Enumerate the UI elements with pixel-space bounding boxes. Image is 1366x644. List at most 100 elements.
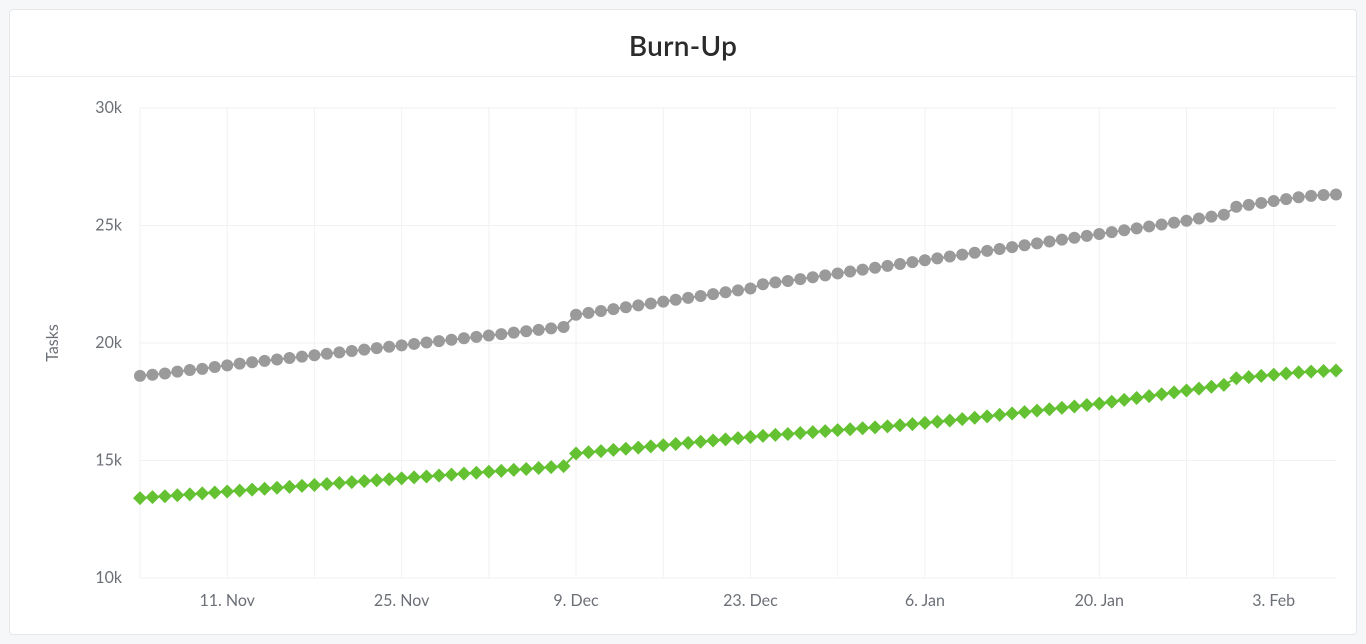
series-marker-done (843, 422, 857, 436)
series-marker-total (333, 346, 345, 358)
x-tick-label: 11. Nov (199, 591, 255, 610)
series-marker-done (283, 480, 297, 494)
series-marker-total (1193, 212, 1205, 224)
series-marker-done (395, 471, 409, 485)
series-marker-total (246, 356, 258, 368)
series-marker-done (918, 416, 932, 430)
series-marker-done (519, 462, 533, 476)
series-marker-total (1031, 237, 1043, 249)
series-marker-total (919, 254, 931, 266)
series-marker-done (1155, 387, 1169, 401)
series-marker-done (133, 491, 147, 505)
series-marker-done (407, 470, 421, 484)
series-marker-done (170, 488, 184, 502)
chart-card: Burn-Up 10k15k20k25k30k11. Nov25. Nov9. … (9, 9, 1357, 635)
series-marker-total (994, 243, 1006, 255)
series-marker-total (470, 331, 482, 343)
series-marker-total (383, 341, 395, 353)
series-marker-done (1055, 401, 1069, 415)
series-marker-done (469, 466, 483, 480)
series-marker-done (1229, 371, 1243, 385)
series-marker-done (681, 436, 695, 450)
series-marker-total (1056, 234, 1068, 246)
y-tick-label: 20k (95, 333, 123, 352)
series-marker-total (1305, 190, 1317, 202)
series-marker-done (756, 429, 770, 443)
y-tick-label: 15k (95, 451, 123, 470)
series-marker-total (433, 335, 445, 347)
series-marker-done (968, 411, 982, 425)
series-marker-total (769, 276, 781, 288)
series-marker-total (458, 332, 470, 344)
series-marker-done (905, 417, 919, 431)
series-marker-done (320, 477, 334, 491)
series-marker-total (1068, 232, 1080, 244)
series-marker-done (1042, 402, 1056, 416)
series-marker-done (1304, 365, 1318, 379)
series-marker-done (731, 431, 745, 445)
series-marker-total (159, 368, 171, 380)
series-marker-total (545, 322, 557, 334)
series-marker-total (1006, 241, 1018, 253)
series-marker-done (868, 420, 882, 434)
series-marker-done (1267, 368, 1281, 382)
chart-title: Burn-Up (10, 10, 1356, 76)
series-marker-total (670, 294, 682, 306)
series-marker-total (682, 292, 694, 304)
series-marker-total (1106, 226, 1118, 238)
series-marker-done (544, 460, 558, 474)
series-marker-done (1329, 363, 1343, 377)
series-marker-total (794, 273, 806, 285)
series-marker-done (1130, 391, 1144, 405)
series-marker-done (656, 438, 670, 452)
series-marker-done (1242, 370, 1256, 384)
series-marker-total (844, 266, 856, 278)
x-tick-label: 9. Dec (553, 591, 599, 610)
series-marker-total (981, 245, 993, 257)
series-marker-done (694, 435, 708, 449)
series-marker-done (494, 464, 508, 478)
series-marker-total (1293, 191, 1305, 203)
series-marker-done (856, 421, 870, 435)
series-marker-total (1168, 217, 1180, 229)
series-marker-done (1317, 364, 1331, 378)
series-marker-total (931, 252, 943, 264)
series-marker-done (432, 469, 446, 483)
x-tick-label: 20. Jan (1075, 591, 1124, 610)
series-marker-total (558, 321, 570, 333)
series-marker-total (259, 355, 271, 367)
series-marker-total (1019, 239, 1031, 251)
series-marker-total (595, 305, 607, 317)
series-marker-done (606, 443, 620, 457)
series-marker-total (1318, 189, 1330, 201)
series-marker-total (732, 284, 744, 296)
series-marker-total (894, 258, 906, 270)
series-marker-total (234, 358, 246, 370)
series-marker-done (980, 409, 994, 423)
series-marker-total (371, 342, 383, 354)
series-marker-total (707, 288, 719, 300)
series-marker-done (1279, 367, 1293, 381)
series-marker-done (420, 469, 434, 483)
series-marker-total (607, 303, 619, 315)
series-marker-total (520, 325, 532, 337)
series-marker-done (357, 474, 371, 488)
series-marker-total (196, 363, 208, 375)
series-marker-done (233, 484, 247, 498)
series-marker-total (321, 348, 333, 360)
series-marker-total (720, 286, 732, 298)
series-marker-done (631, 441, 645, 455)
series-marker-done (220, 485, 234, 499)
series-marker-done (382, 472, 396, 486)
series-marker-done (781, 427, 795, 441)
series-marker-done (295, 479, 309, 493)
series-marker-total (408, 338, 420, 350)
x-tick-label: 3. Feb (1252, 591, 1295, 610)
series-marker-done (955, 412, 969, 426)
series-marker-done (1105, 395, 1119, 409)
series-marker-done (345, 475, 359, 489)
series-marker-total (508, 327, 520, 339)
series-marker-total (869, 262, 881, 274)
series-marker-total (657, 296, 669, 308)
series-marker-done (930, 415, 944, 429)
